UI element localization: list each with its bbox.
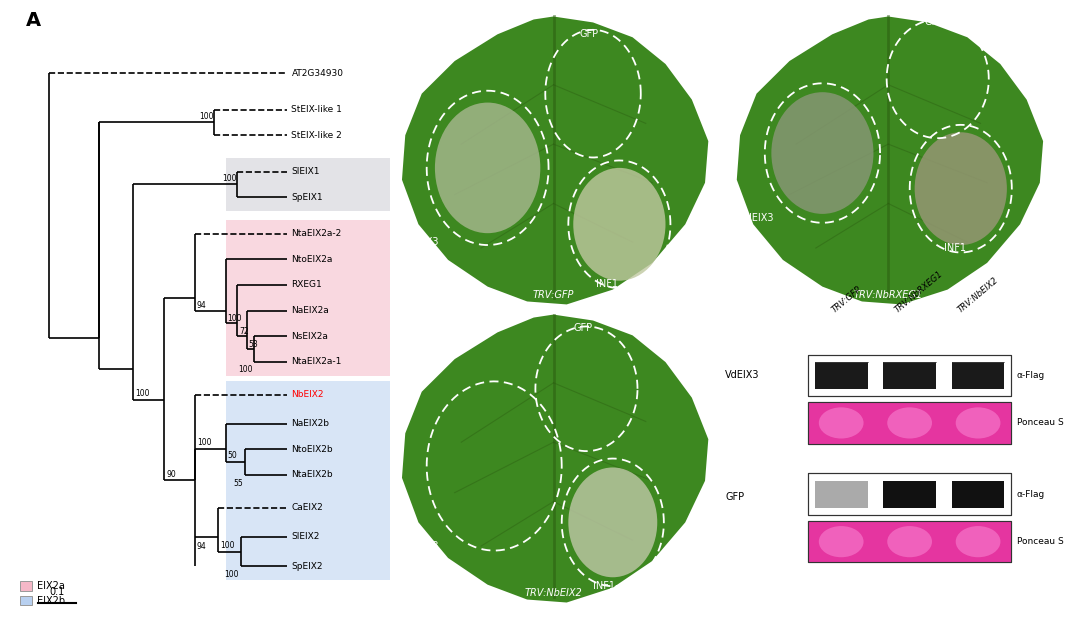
Ellipse shape xyxy=(956,407,1000,438)
Text: TRV:NbEIX2: TRV:NbEIX2 xyxy=(957,276,1000,315)
Ellipse shape xyxy=(771,92,874,214)
Text: INF1: INF1 xyxy=(596,279,619,289)
Text: 55: 55 xyxy=(233,479,243,487)
Text: 90: 90 xyxy=(166,469,176,479)
Text: NsEIX2a: NsEIX2a xyxy=(292,332,328,340)
Text: 50: 50 xyxy=(228,451,238,460)
Text: NtoEIX2a: NtoEIX2a xyxy=(292,255,333,264)
FancyBboxPatch shape xyxy=(883,362,936,389)
Text: VdEIX3: VdEIX3 xyxy=(405,541,440,551)
Text: 0.1: 0.1 xyxy=(50,587,65,597)
Ellipse shape xyxy=(819,526,864,557)
Text: RXEG1: RXEG1 xyxy=(292,281,322,289)
Ellipse shape xyxy=(888,407,932,438)
Text: 100: 100 xyxy=(200,112,214,120)
Text: 94: 94 xyxy=(197,543,206,551)
Polygon shape xyxy=(737,17,1043,304)
FancyBboxPatch shape xyxy=(226,381,390,580)
Legend: EIX2a, EIX2b: EIX2a, EIX2b xyxy=(16,578,69,610)
Text: NaEIX2b: NaEIX2b xyxy=(292,419,329,428)
FancyBboxPatch shape xyxy=(226,220,390,376)
Text: 100: 100 xyxy=(238,365,253,374)
Text: α-Flag: α-Flag xyxy=(1016,371,1045,380)
Ellipse shape xyxy=(819,407,864,438)
Text: NtaEIX2a-2: NtaEIX2a-2 xyxy=(292,229,341,238)
Text: A: A xyxy=(26,11,41,30)
Text: INF1: INF1 xyxy=(593,581,615,591)
FancyBboxPatch shape xyxy=(951,362,1004,389)
Ellipse shape xyxy=(915,132,1007,245)
Text: GFP: GFP xyxy=(924,17,944,27)
Text: 100: 100 xyxy=(222,174,237,183)
Text: CaEIX2: CaEIX2 xyxy=(292,503,323,512)
Text: TRV:GFP: TRV:GFP xyxy=(831,284,863,315)
Text: TRV:GFP: TRV:GFP xyxy=(532,290,575,300)
FancyBboxPatch shape xyxy=(815,481,867,507)
FancyBboxPatch shape xyxy=(883,481,936,507)
Text: GFP: GFP xyxy=(726,492,744,502)
Text: 100: 100 xyxy=(135,389,150,398)
Text: TRV:NbEIX2: TRV:NbEIX2 xyxy=(525,588,582,598)
FancyBboxPatch shape xyxy=(815,362,867,389)
Text: Ponceau S: Ponceau S xyxy=(1016,419,1064,427)
Text: VdEIX3: VdEIX3 xyxy=(726,370,760,381)
Text: INF1: INF1 xyxy=(944,243,967,253)
Ellipse shape xyxy=(573,168,665,281)
FancyBboxPatch shape xyxy=(808,521,1012,563)
Ellipse shape xyxy=(568,468,658,578)
Text: 100: 100 xyxy=(197,438,212,448)
Ellipse shape xyxy=(956,526,1000,557)
Text: VdEIX3: VdEIX3 xyxy=(405,237,440,247)
Text: 100: 100 xyxy=(228,314,242,324)
FancyBboxPatch shape xyxy=(951,481,1004,507)
Text: VdEIX3: VdEIX3 xyxy=(740,214,774,224)
Text: NtaEIX2a-1: NtaEIX2a-1 xyxy=(292,357,342,366)
FancyBboxPatch shape xyxy=(808,402,1012,443)
Ellipse shape xyxy=(888,526,932,557)
Text: SpEIX1: SpEIX1 xyxy=(292,193,323,202)
FancyBboxPatch shape xyxy=(808,355,1012,396)
Text: AT2G34930: AT2G34930 xyxy=(292,68,343,78)
Text: 72: 72 xyxy=(239,327,248,336)
Text: Ponceau S: Ponceau S xyxy=(1016,537,1064,546)
Polygon shape xyxy=(402,17,708,304)
Text: B: B xyxy=(379,0,394,2)
Text: NtaEIX2b: NtaEIX2b xyxy=(292,470,333,479)
Text: TRV:NbRXEG1: TRV:NbRXEG1 xyxy=(893,270,945,315)
Text: SpEIX2: SpEIX2 xyxy=(292,562,323,571)
Text: NaEIX2a: NaEIX2a xyxy=(292,306,329,315)
FancyBboxPatch shape xyxy=(226,158,390,211)
Polygon shape xyxy=(402,315,708,602)
Text: 100: 100 xyxy=(219,541,234,550)
FancyBboxPatch shape xyxy=(808,402,1012,443)
Ellipse shape xyxy=(435,102,540,233)
Text: StEIX-like 1: StEIX-like 1 xyxy=(292,105,342,114)
Text: α-Flag: α-Flag xyxy=(1016,490,1045,499)
Text: SlEIX2: SlEIX2 xyxy=(292,532,320,542)
Text: GFP: GFP xyxy=(580,29,599,39)
Text: 53: 53 xyxy=(248,340,258,349)
Text: NbEIX2: NbEIX2 xyxy=(292,390,324,399)
Text: TRV:NbRXEG1: TRV:NbRXEG1 xyxy=(853,290,923,300)
Text: StEIX-like 2: StEIX-like 2 xyxy=(292,130,342,140)
Text: NtoEIX2b: NtoEIX2b xyxy=(292,445,333,454)
Text: 94: 94 xyxy=(197,302,206,310)
Text: 100: 100 xyxy=(225,570,239,579)
FancyBboxPatch shape xyxy=(808,521,1012,563)
Text: GFP: GFP xyxy=(573,323,593,333)
Text: SlEIX1: SlEIX1 xyxy=(292,167,320,176)
FancyBboxPatch shape xyxy=(808,473,1012,515)
